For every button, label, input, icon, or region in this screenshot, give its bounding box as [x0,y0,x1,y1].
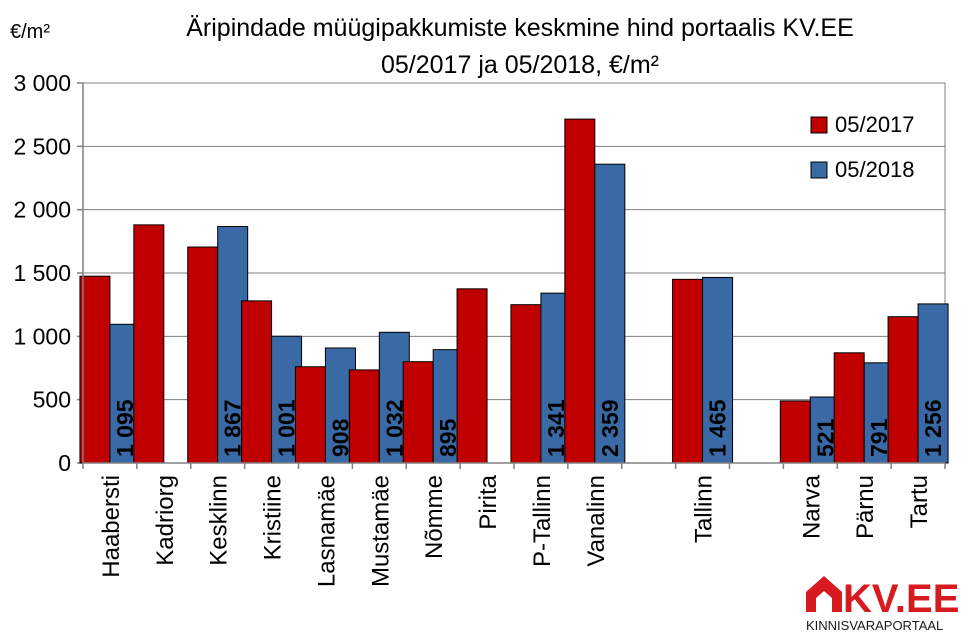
legend: 05/2017 05/2018 [810,112,915,182]
bar-2017 [564,118,596,464]
x-tick-label: Pärnu [852,475,879,539]
data-label: 1 001 [274,399,300,457]
y-tick-label: 2 000 [13,197,71,223]
x-tick-label: Mustamäe [367,475,394,587]
x-tick-label: Haabersti [98,475,125,578]
data-label: 1 465 [705,399,731,457]
data-label: 521 [812,418,838,457]
x-tick-label: Pirita [475,474,502,529]
data-label: 2 359 [597,399,623,457]
x-tick-label: Vanalinn [583,475,610,567]
x-tick-label: Kesklinn [206,475,233,566]
chart-title: Äripindade müügipakkumiste keskmine hind… [186,14,854,42]
chart-subtitle: 05/2017 ja 05/2018, €/m² [381,51,659,79]
bar-2018 [917,303,949,464]
bar-2017 [241,300,273,464]
legend-label: 05/2018 [835,157,915,182]
logo-text: KV.EE [843,577,959,621]
y-tick-label: 2 500 [13,133,71,159]
house-door-icon [816,591,832,612]
logo-tagline: KINNISVARAPORTAAL [806,618,943,633]
bar-2017 [402,361,434,464]
x-tick-label: Tartu [906,475,933,528]
x-tick-label: Lasnamäe [313,475,340,587]
bar-2017 [887,316,919,464]
x-tick-label: Kadriorg [152,475,179,566]
x-tick-label: Narva [798,474,825,539]
legend-swatch [810,161,828,179]
bar-2017 [456,288,488,464]
data-label: 1 032 [381,399,407,457]
data-label: 1 341 [543,399,569,457]
legend-label: 05/2017 [835,112,915,137]
bar-2017 [294,366,326,464]
bar-2017 [510,304,542,464]
kv-ee-logo: KV.EE KINNISVARAPORTAAL [806,576,959,633]
x-axis-ticks: Haabersti Kadriorg Kesklinn Kristiine Lasnam… [82,463,946,587]
unit-label: €/m² [10,21,50,43]
bar-2018 [594,163,626,464]
x-tick-label: P-Tallinn [529,475,556,567]
y-tick-label: 1 000 [13,323,71,349]
data-labels: 1 095 1 867 1 001 908 1 032 895 1 341 2 359 1 46… [112,399,946,457]
bar-2017 [79,275,111,464]
bar-2017 [187,246,219,464]
y-tick-label: 3 000 [13,70,71,96]
x-tick-label: Kristiine [260,475,287,560]
data-label: 1 095 [112,399,138,457]
bar-2017 [672,278,704,464]
bar-2017 [348,369,380,464]
data-label: 895 [435,418,461,457]
data-label: 1 867 [220,399,246,457]
bar-2017 [779,400,811,464]
y-axis-ticks: 0 500 1 000 1 500 2 000 2 500 3 000 [13,70,83,476]
bars [79,118,949,464]
legend-swatch [810,116,828,134]
data-label: 791 [866,418,892,457]
x-tick-label: Tallinn [691,475,718,543]
data-label: 908 [327,418,353,457]
x-tick-label: Nõmme [421,475,448,559]
bar-2018 [702,276,734,464]
bar-2017 [133,224,165,464]
y-tick-label: 1 500 [13,260,71,286]
y-tick-label: 0 [58,450,71,476]
y-tick-label: 500 [33,387,71,413]
bar-2017 [833,352,865,464]
data-label: 1 256 [920,399,946,457]
